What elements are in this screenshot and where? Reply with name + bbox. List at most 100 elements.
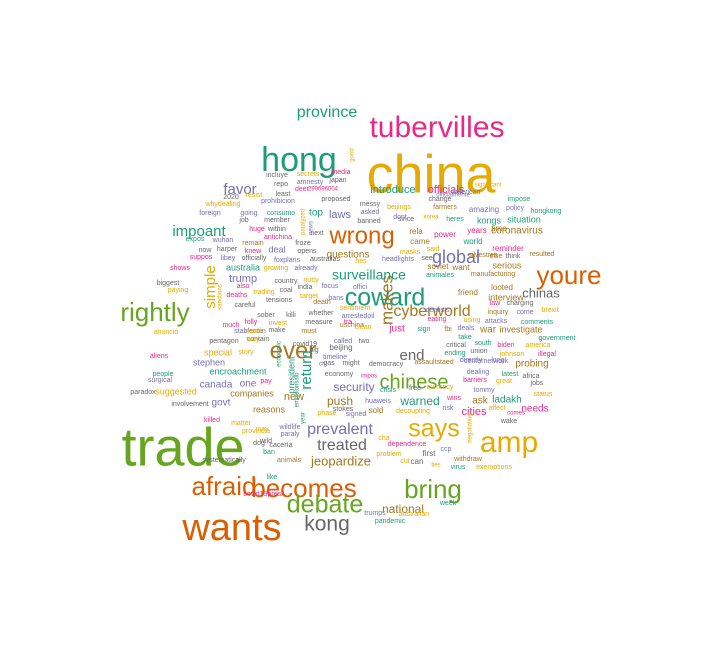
word-come: come: [516, 309, 533, 316]
word-cri: cri: [319, 362, 325, 368]
word-called: called: [334, 338, 352, 345]
word-pay: pay: [260, 378, 272, 385]
word-dealing: dealing: [467, 369, 490, 376]
word-wants: wants: [181, 507, 281, 549]
word-attacks: attacks: [485, 318, 508, 325]
word-india: india: [298, 284, 313, 291]
word-want: want: [452, 263, 471, 272]
word-virus: virus: [451, 464, 466, 471]
word-can: can: [411, 457, 424, 466]
word-new: new: [284, 391, 304, 403]
word-offici: offici: [353, 284, 368, 291]
word-hong: hong: [261, 141, 337, 179]
word-may: may: [255, 426, 269, 433]
word-war: war: [479, 325, 497, 336]
word-end: end: [399, 347, 424, 364]
word-foxplans: foxplans: [274, 257, 301, 264]
word-province: province: [297, 104, 358, 121]
word-needs: needs: [521, 404, 548, 415]
word-manufacturing: manufacturing: [471, 271, 515, 278]
word-australia: australia: [226, 262, 260, 272]
word-surgical: surgical: [148, 377, 173, 384]
word-since: since: [398, 216, 414, 223]
word-least: least: [276, 191, 291, 198]
word-hes: hes: [355, 258, 367, 265]
word-decoupling: decoupling: [396, 408, 430, 415]
word-also: also: [237, 283, 250, 290]
word-govt: govt: [212, 398, 231, 409]
word-folly: folly: [245, 319, 258, 326]
word-see: see: [421, 255, 432, 262]
word-america: america: [526, 342, 551, 349]
word-significant: significant: [475, 183, 502, 189]
word-bring: bring: [404, 474, 462, 504]
word-national: national: [382, 502, 424, 516]
word-huaweis: huaweis: [365, 398, 391, 405]
word-amazing: amazing: [469, 205, 499, 214]
word-encroachment: encroachment: [209, 366, 267, 376]
word-good: good: [350, 148, 356, 161]
word-comes: comes: [507, 411, 525, 417]
word-proposed: proposed: [321, 196, 350, 203]
word-south: south: [474, 340, 491, 347]
word-johnson: johnson: [499, 351, 525, 358]
word-ties: ties: [431, 463, 440, 469]
word-paralyzed: paralyzed: [301, 209, 307, 235]
word-situation: situation: [507, 214, 541, 224]
word-year: year: [301, 412, 307, 424]
word-covid19presi: covid19presi: [243, 491, 283, 498]
word-incluye: incluye: [266, 172, 288, 179]
word-timeline: timeline: [323, 354, 347, 361]
word-take: take: [458, 334, 471, 341]
word-299696004: 299696004: [308, 187, 339, 193]
word-questions: questions: [327, 250, 370, 261]
word-within: within: [267, 226, 286, 233]
word-uschina: uschina: [340, 322, 364, 329]
word-security: security: [333, 380, 374, 394]
word-afraid: afraid: [191, 471, 256, 501]
word-wuhan: wuhan: [212, 237, 234, 244]
word-resulted: resulted: [530, 251, 555, 258]
word-measure: measure: [305, 319, 332, 326]
word-years: years: [467, 226, 487, 235]
word-beijings: beijings: [387, 204, 411, 211]
word-free: free: [409, 385, 421, 392]
word-companies: companies: [230, 388, 274, 398]
word-investigate: investigate: [499, 324, 542, 334]
word-time: time: [491, 224, 507, 233]
word-jobs: jobs: [530, 380, 544, 387]
word-wins: wins: [446, 395, 462, 402]
word-barriers: barriers: [463, 377, 487, 384]
word-country: country: [275, 278, 298, 285]
word-eating: eating: [427, 316, 446, 323]
word-top: top: [309, 208, 323, 219]
word-suppos: suppos: [190, 254, 213, 261]
word-jeopardize: jeopardize: [310, 453, 371, 468]
word-wake: wake: [500, 418, 517, 425]
word-president: president: [286, 356, 296, 394]
word-cha: cha: [378, 435, 389, 442]
word-deer: deer: [295, 186, 310, 193]
word-like: like: [267, 474, 278, 481]
word-stokes: stokes: [333, 406, 354, 413]
word-australian: australian: [399, 511, 429, 518]
word-dont: dont: [393, 214, 407, 221]
word-else: else: [490, 253, 503, 260]
word-impos: impos: [361, 374, 377, 380]
word-messy: messy: [360, 201, 381, 208]
word-says: says: [408, 415, 459, 443]
word-masks: masks: [400, 249, 421, 256]
word-risk: risk: [443, 405, 454, 412]
word-inquiry: inquiry: [488, 309, 509, 316]
word-whydealing: whydealing: [204, 201, 240, 208]
word-problem: problem: [376, 451, 401, 458]
word-friend: friend: [458, 288, 478, 297]
word-silvestres: silvestres: [468, 252, 498, 259]
word-knew: knew: [245, 248, 262, 255]
word-trump: trump: [229, 273, 257, 285]
word-sober: sober: [257, 312, 275, 319]
word-remain: remain: [242, 240, 264, 247]
word-exemptions: exemptions: [476, 464, 512, 471]
word-coward: coward: [345, 284, 426, 312]
word-aliens: aliens: [150, 353, 169, 360]
